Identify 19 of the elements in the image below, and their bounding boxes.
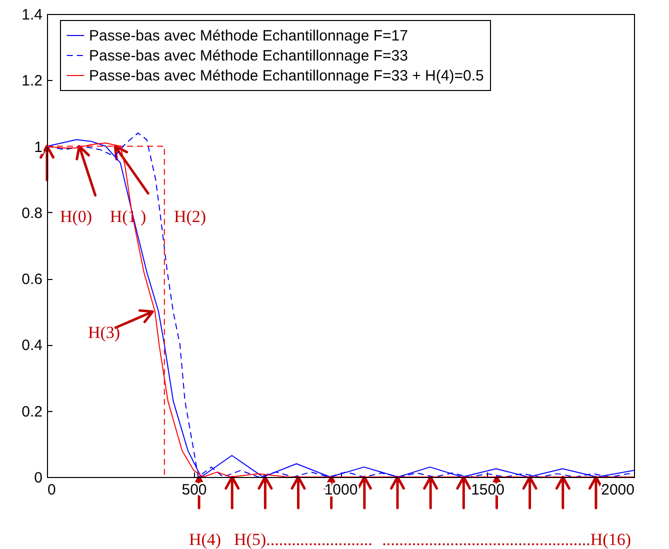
text: .................................................H(16) — [382, 530, 631, 549]
legend-label: Passe-bas avec Méthode Echantillonnage F=33 — [89, 48, 408, 64]
y-tick-label: 0 — [34, 470, 42, 486]
text: H(5)......................... — [234, 530, 372, 549]
legend-label: Passe-bas avec Méthode Echantillonnage F=17 — [89, 28, 408, 44]
y-tick-label: 1.4 — [22, 6, 42, 24]
y-tick-label: 0.8 — [22, 204, 42, 222]
y-tick-label: 0.2 — [22, 403, 42, 420]
text: H(4) — [188, 530, 222, 549]
annotation: H(2) — [174, 207, 206, 226]
y-tick-label: 0.6 — [22, 271, 42, 288]
x-tick-label: 0 — [48, 482, 56, 498]
annotation: H(3) — [88, 323, 120, 342]
x-tick-label: 2000 — [601, 482, 634, 498]
y-tick-label: 1.2 — [22, 72, 42, 90]
y-tick-label: 0.4 — [22, 337, 42, 354]
y-tick-label: 1 — [34, 138, 42, 156]
annotation: H(0) — [60, 207, 92, 226]
legend-label: Passe-bas avec Méthode Echantillonnage F=33 + H(4)=0.5 — [89, 68, 484, 84]
